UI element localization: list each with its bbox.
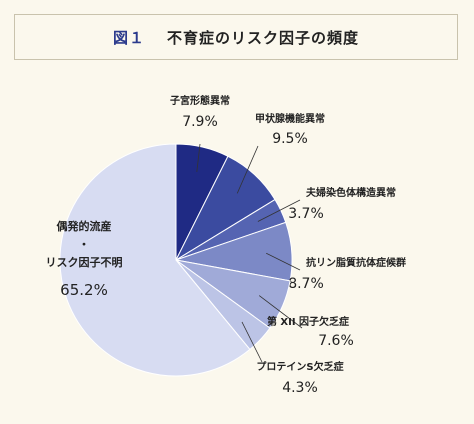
leader-line [236, 145, 259, 194]
slice-value-label: 4.3% [282, 380, 318, 396]
leader-line [241, 321, 263, 363]
figure-title: 不育症のリスク因子の頻度 [167, 28, 360, 47]
slice-label: プロテインS欠乏症 [256, 360, 343, 373]
leader-line [257, 199, 301, 222]
pie-slice [59, 143, 251, 377]
leader-line [266, 252, 301, 271]
slice-value-label: 8.7% [288, 276, 324, 292]
leader-line [258, 295, 303, 329]
slice-value-label: 65.2% [60, 281, 108, 299]
slice-value-label: 7.6% [318, 333, 354, 349]
slice-label: 甲状腺機能異常 [255, 112, 325, 125]
slice-value-label: 7.9% [182, 114, 218, 130]
title-box: 図１ 不育症のリスク因子の頻度 [14, 14, 458, 60]
slice-label: 抗リン脂質抗体症候群 [306, 256, 406, 269]
slice-label: 偶発的流産 [57, 219, 112, 233]
slice-value-label: 9.5% [272, 131, 308, 147]
figure-number: 図１ [112, 28, 145, 47]
slice-label: 夫婦染色体構造異常 [305, 186, 396, 199]
slice-label: 第 XII 因子欠乏症 [267, 315, 349, 328]
slice-label: ・ [79, 238, 90, 251]
leader-line [196, 143, 201, 172]
slice-label: リスク因子不明 [46, 256, 123, 269]
slice-value-label: 3.7% [288, 206, 324, 222]
slice-label: 子宮形態異常 [170, 94, 230, 107]
